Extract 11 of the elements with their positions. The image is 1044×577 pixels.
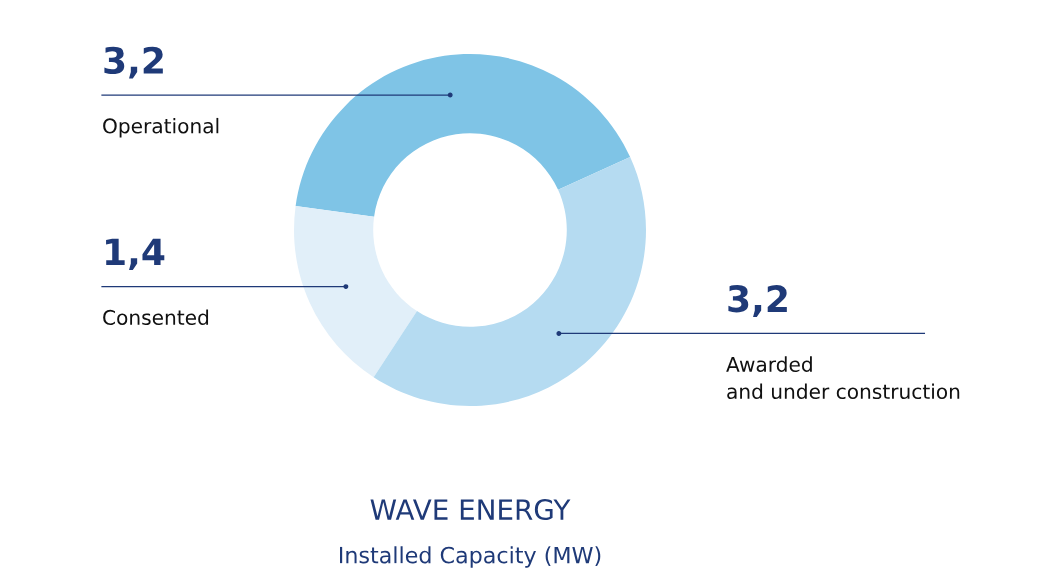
data-label: 3,2: [728, 285, 787, 318]
donut-slice: [373, 157, 646, 406]
slice-label: Operational: [103, 117, 219, 138]
donut-slice: [295, 54, 631, 217]
text: WAVE ENERGY: [370, 499, 571, 521]
slice-label: Consented: [103, 309, 209, 326]
text: Installed Capacity (MW): [339, 546, 601, 568]
donut-slice: [294, 206, 418, 378]
data-label: 1,4: [106, 238, 165, 271]
data-label: 3,2: [104, 46, 163, 79]
slice-label: Awarded and under construction: [726, 356, 960, 400]
